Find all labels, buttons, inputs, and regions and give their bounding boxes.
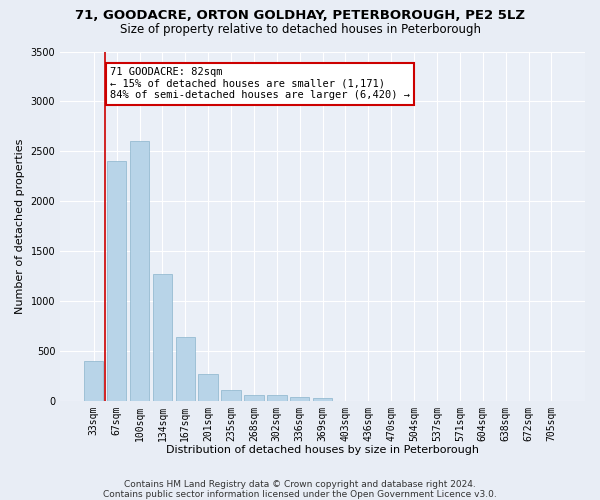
Bar bbox=[290, 396, 310, 400]
Bar bbox=[107, 162, 127, 400]
Text: Contains HM Land Registry data © Crown copyright and database right 2024.
Contai: Contains HM Land Registry data © Crown c… bbox=[103, 480, 497, 499]
Bar bbox=[130, 142, 149, 400]
X-axis label: Distribution of detached houses by size in Peterborough: Distribution of detached houses by size … bbox=[166, 445, 479, 455]
Text: Size of property relative to detached houses in Peterborough: Size of property relative to detached ho… bbox=[119, 22, 481, 36]
Y-axis label: Number of detached properties: Number of detached properties bbox=[15, 138, 25, 314]
Text: 71, GOODACRE, ORTON GOLDHAY, PETERBOROUGH, PE2 5LZ: 71, GOODACRE, ORTON GOLDHAY, PETERBOROUG… bbox=[75, 9, 525, 22]
Bar bbox=[221, 390, 241, 400]
Bar bbox=[313, 398, 332, 400]
Bar bbox=[152, 274, 172, 400]
Bar bbox=[267, 395, 287, 400]
Bar bbox=[84, 361, 103, 401]
Bar bbox=[199, 374, 218, 400]
Text: 71 GOODACRE: 82sqm
← 15% of detached houses are smaller (1,171)
84% of semi-deta: 71 GOODACRE: 82sqm ← 15% of detached hou… bbox=[110, 67, 410, 100]
Bar bbox=[176, 337, 195, 400]
Bar bbox=[244, 394, 263, 400]
